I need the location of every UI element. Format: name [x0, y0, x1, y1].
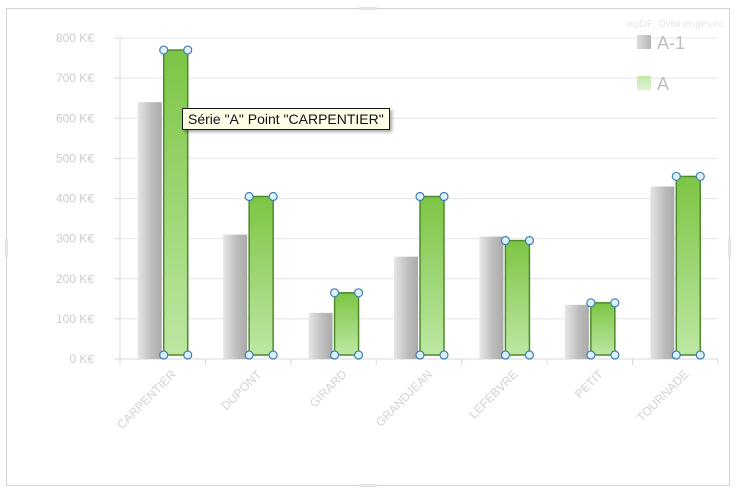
legend-swatch-a-1 [637, 35, 651, 49]
x-tick-label: LEFEBVRE [466, 367, 520, 421]
selection-handle [610, 298, 620, 308]
bar-a-1 [308, 312, 333, 359]
legend-label-a: A [657, 74, 669, 94]
selection-handle [244, 350, 254, 360]
selection-handle [671, 350, 681, 360]
selection-handle [500, 236, 511, 246]
selection-handle [524, 350, 535, 360]
bar-a-1 [223, 234, 248, 359]
y-tick-label: 500 K€ [56, 151, 94, 165]
resize-handle-left[interactable] [5, 239, 8, 257]
legend-swatch-a [637, 76, 651, 90]
bar-a-1 [479, 236, 504, 359]
selection-handle [671, 171, 681, 182]
selection-handle [415, 350, 425, 360]
selection-handle [159, 45, 169, 55]
bar-a [162, 49, 189, 356]
x-tick-label: CARPENTIER [114, 367, 179, 432]
y-tick-label: 400 K€ [56, 192, 94, 206]
y-tick-label: 800 K€ [56, 31, 94, 45]
x-tick-label: GIRARD [307, 367, 350, 410]
y-tick-label: 600 K€ [56, 111, 94, 125]
y-tick-label: 300 K€ [56, 232, 94, 246]
bar-a-1 [564, 304, 589, 359]
bar-a [675, 175, 702, 356]
selection-handle [268, 191, 278, 202]
selection-handle [244, 191, 254, 202]
bar-a [504, 239, 531, 356]
selection-handle [695, 350, 705, 360]
watermark: wpDF_Dvbinenges.ru [626, 19, 723, 30]
resize-handle-right[interactable] [728, 239, 731, 257]
bar-a [333, 292, 360, 356]
data-point-tooltip: Série "A" Point "CARPENTIER" [182, 108, 390, 130]
legend-label-a-1: A-1 [657, 33, 685, 53]
selection-handle [329, 288, 340, 298]
bar-a-1 [137, 102, 162, 359]
selection-handle [183, 45, 193, 55]
bar-a [590, 302, 616, 356]
selection-handle [524, 236, 535, 246]
selection-handle [329, 350, 340, 360]
chart-area[interactable]: wpDF_Dvbinenges.ru [5, 7, 731, 487]
selection-handle [183, 350, 193, 360]
selection-handle [353, 350, 364, 360]
y-tick-label: 700 K€ [56, 71, 94, 85]
selection-handle [439, 350, 449, 360]
selection-handle [159, 350, 169, 360]
resize-handle-top[interactable] [359, 7, 377, 10]
resize-handle-bottom[interactable] [359, 484, 377, 487]
selection-handle [695, 171, 705, 182]
x-tick-label: TOURNADE [634, 367, 691, 424]
y-tick-label: 200 K€ [56, 272, 94, 286]
y-tick-label: 0 K€ [69, 352, 94, 366]
selection-handle [500, 350, 511, 360]
selection-handle [353, 288, 364, 298]
y-tick-label: 100 K€ [56, 312, 94, 326]
selection-handle [439, 191, 449, 202]
selection-handle [415, 191, 425, 202]
bar-a [248, 195, 274, 356]
x-tick-label: GRANDJEAN [373, 367, 435, 429]
selection-handle [586, 350, 596, 360]
bar-a-1 [394, 256, 418, 359]
x-tick-label: PETIT [572, 367, 606, 401]
selection-handle [586, 298, 596, 308]
selection-handle [610, 350, 620, 360]
selection-handle [268, 350, 278, 360]
bar-a-1 [650, 186, 675, 359]
bar-a [419, 195, 445, 356]
x-tick-label: DUPONT [219, 367, 265, 413]
